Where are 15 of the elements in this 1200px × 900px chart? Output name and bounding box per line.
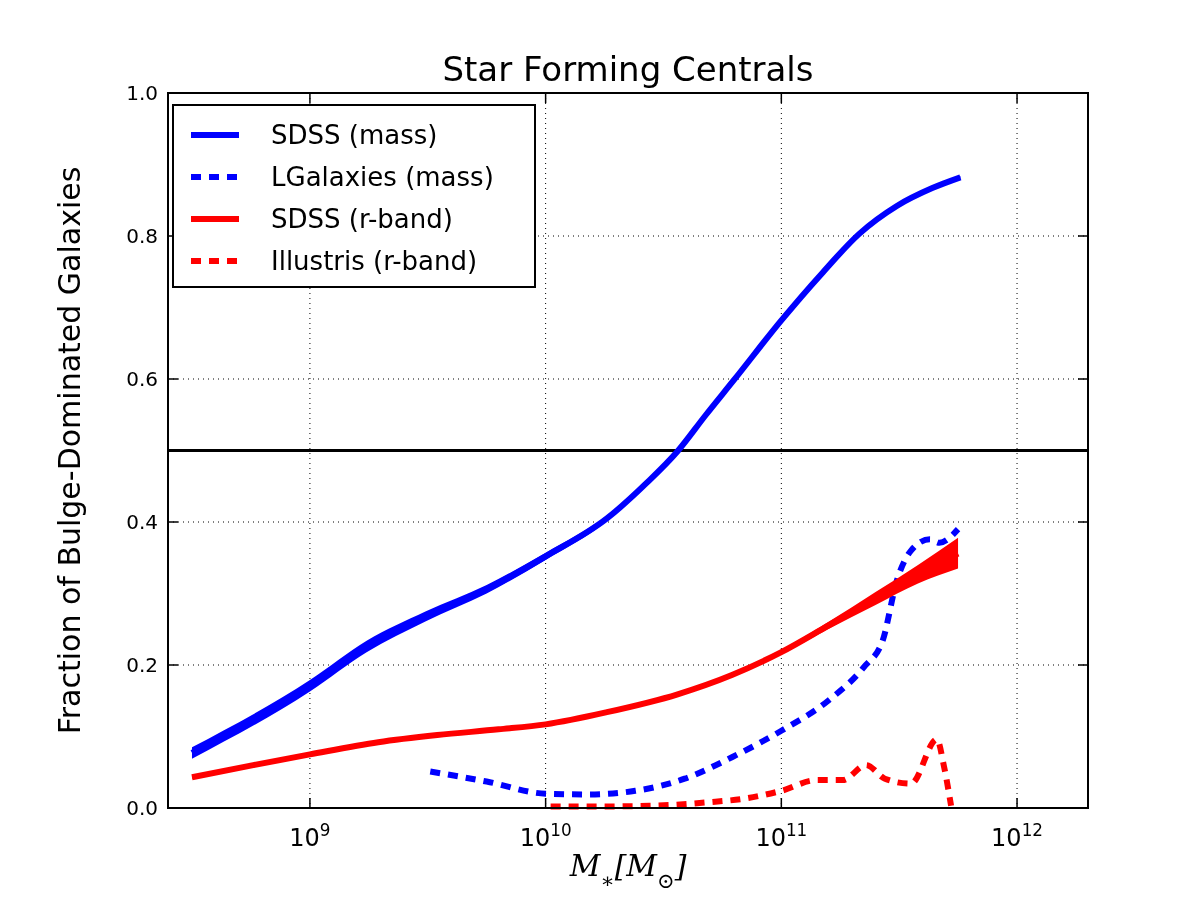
x-tick-label: 10$^{11}$ (755, 820, 808, 852)
x-tick-label: 10$^{12}$ (991, 820, 1043, 852)
chart-title: Star Forming Centrals (442, 49, 814, 89)
y-tick-label: 0.6 (126, 367, 158, 391)
y-tick-label: 0.0 (126, 796, 158, 820)
y-tick-label: 1.0 (126, 81, 158, 105)
y-axis-title: Fraction of Bulge-Dominated Galaxies (52, 166, 87, 735)
y-tick-label: 0.4 (126, 510, 158, 534)
legend-label: SDSS (mass) (271, 120, 438, 150)
legend-label: SDSS (r-band) (271, 204, 453, 234)
legend-label: LGalaxies (mass) (271, 162, 494, 192)
y-tick-label: 0.2 (126, 653, 158, 677)
x-tick-label: 10$^{9}$ (289, 820, 331, 852)
legend-label: Illustris (r-band) (271, 246, 478, 276)
y-tick-label: 0.8 (126, 224, 158, 248)
